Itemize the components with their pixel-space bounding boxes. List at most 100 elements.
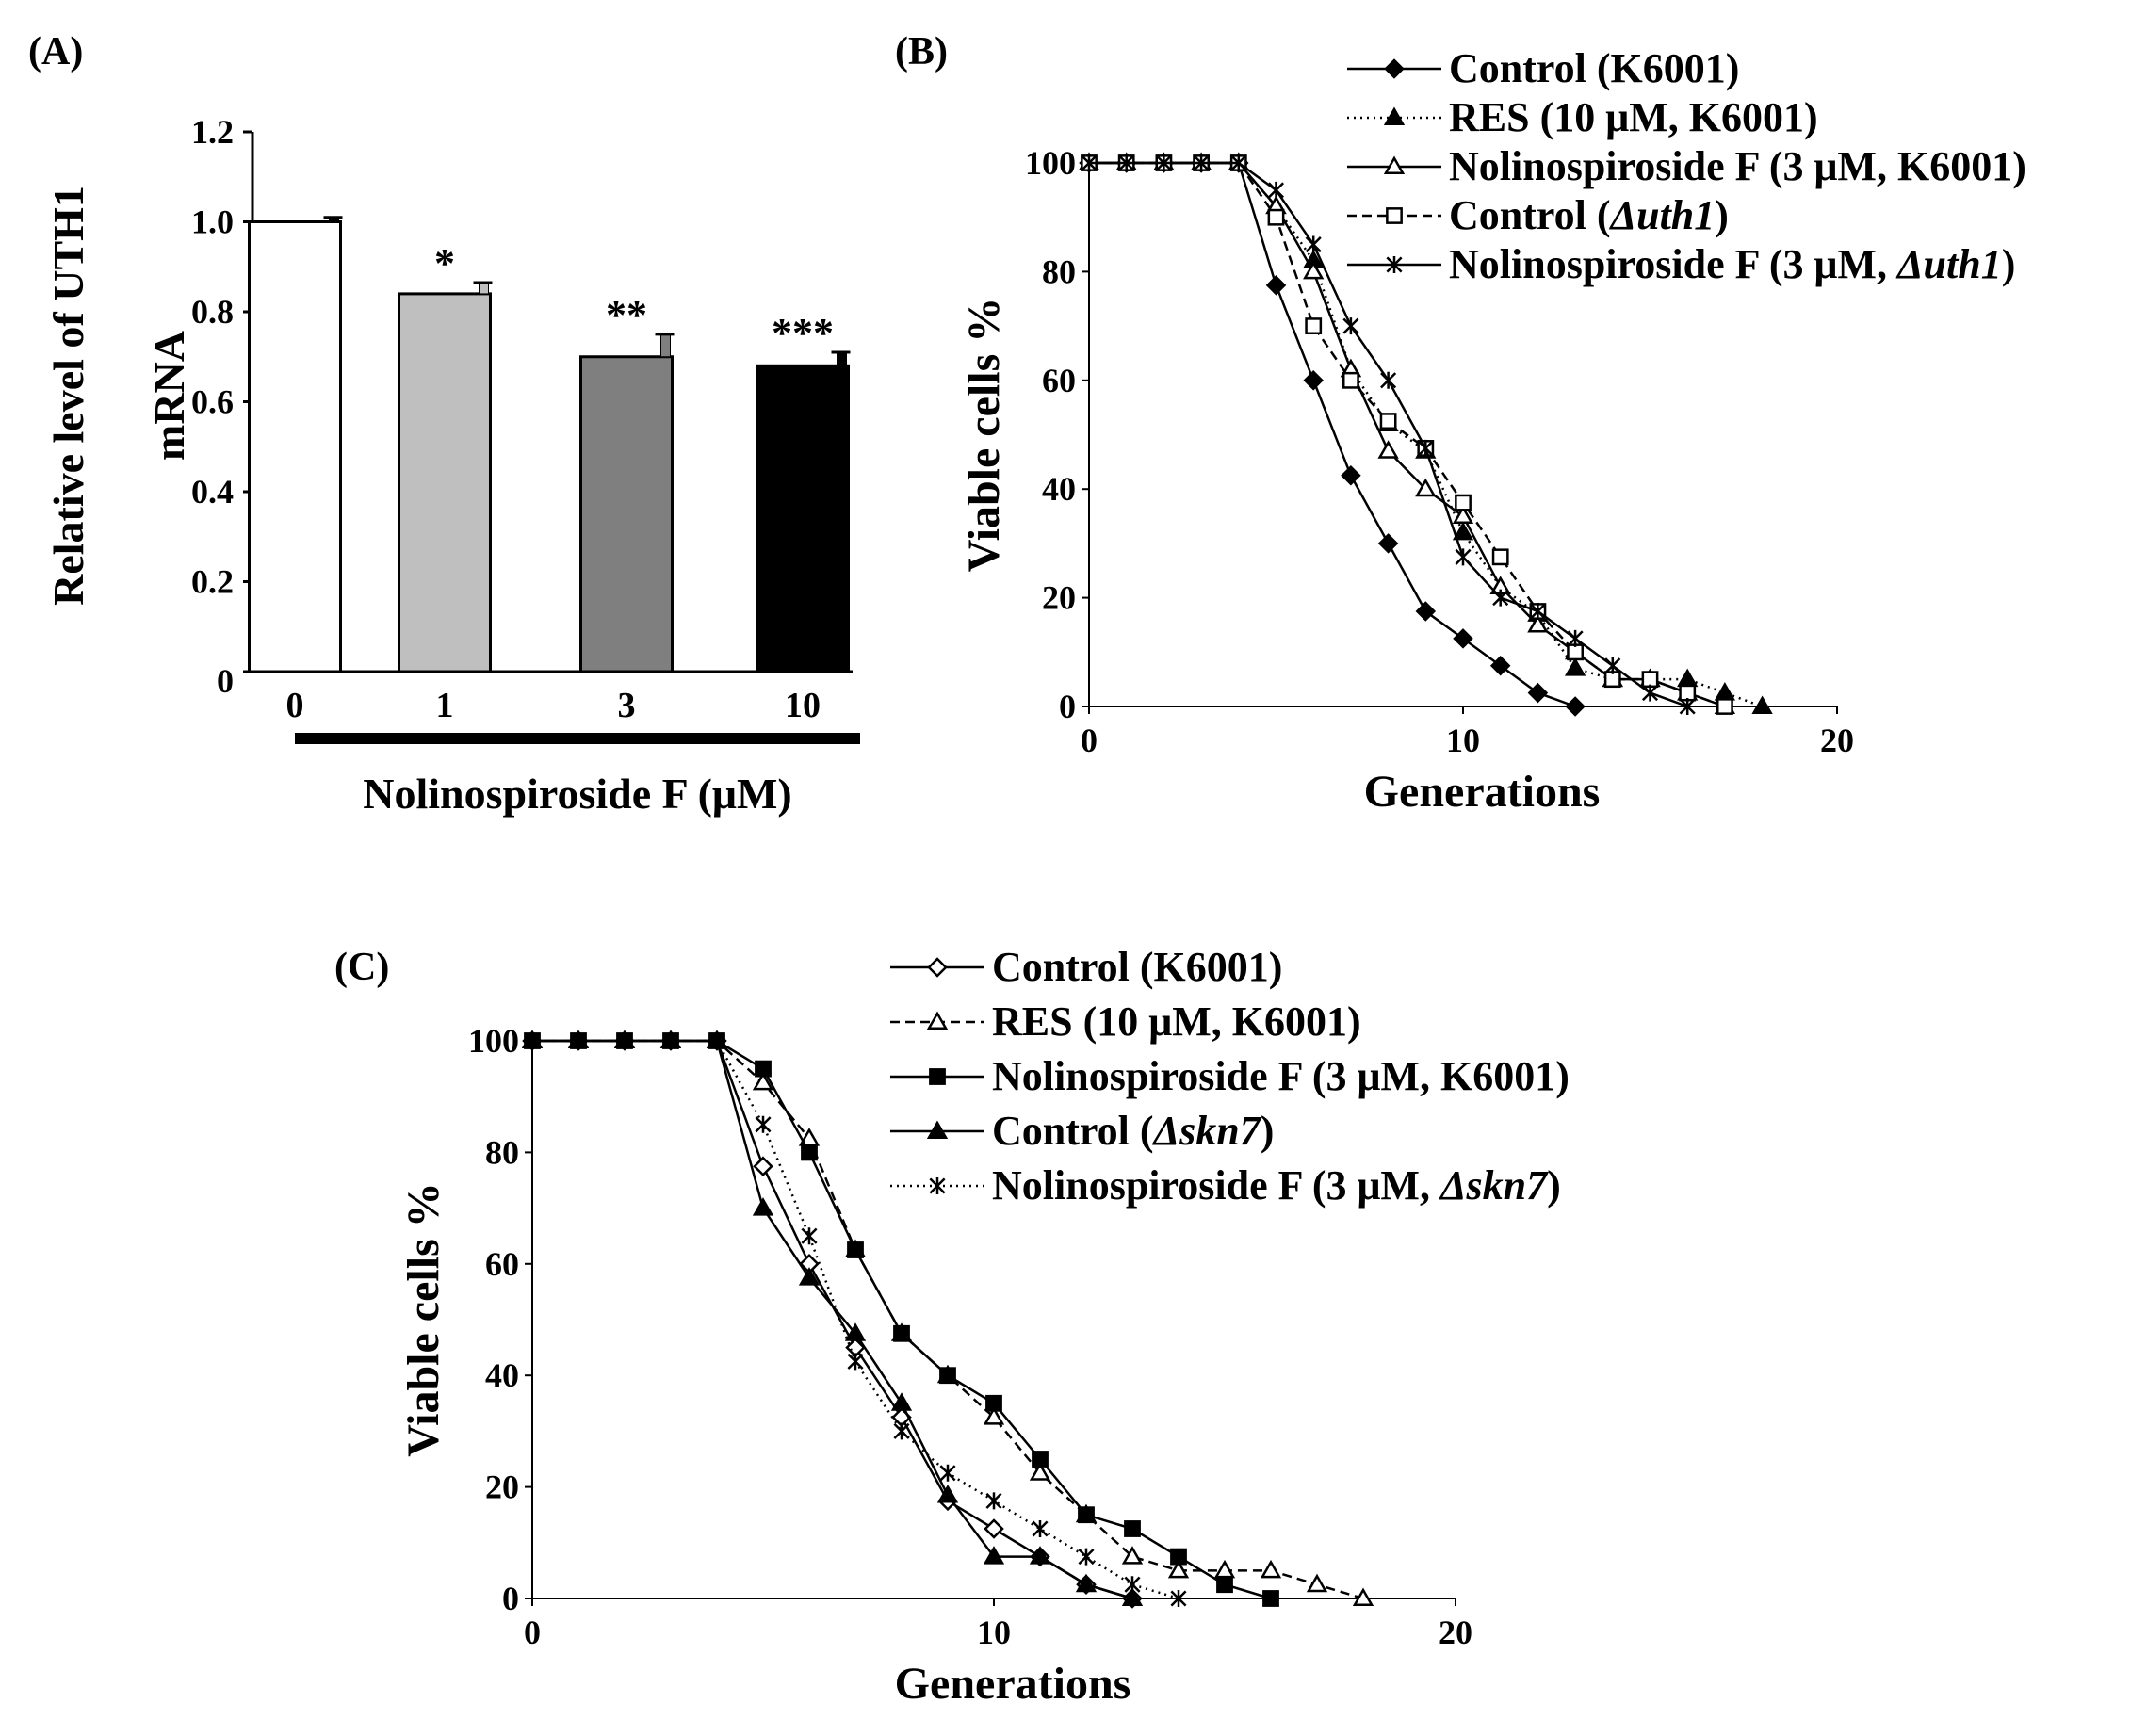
data-point — [1075, 1573, 1098, 1593]
data-point — [844, 1322, 867, 1341]
x-axis-label: Generations — [1364, 767, 1601, 817]
data-point — [1342, 317, 1359, 335]
legend-marker — [926, 1120, 949, 1139]
data-point — [1452, 505, 1474, 525]
data-point — [1216, 1576, 1233, 1594]
data-point — [1306, 1573, 1328, 1593]
y-tick-label: 100 — [1025, 144, 1076, 182]
y-tick-label: 0.6 — [191, 383, 234, 421]
data-point — [755, 1115, 772, 1133]
data-point — [1491, 548, 1509, 566]
data-point — [662, 1032, 679, 1049]
legend-marker — [929, 1068, 946, 1085]
data-point — [1603, 671, 1621, 689]
data-point — [1417, 439, 1434, 457]
data-point — [1527, 682, 1549, 704]
error-bar — [479, 282, 489, 295]
data-point — [1641, 671, 1659, 689]
data-point — [1455, 548, 1472, 566]
data-point — [1415, 478, 1437, 497]
data-point — [1751, 695, 1773, 714]
legend-label: Nolinospiroside F (3 μM, Δuth1) — [1449, 241, 2015, 287]
y-tick-label: 0 — [217, 662, 234, 700]
legend-marker — [927, 957, 948, 978]
legend-label: Nolinospiroside F (3 μM, K6001) — [1449, 143, 2026, 189]
legend-label: Control (Δuth1) — [1449, 192, 1729, 238]
data-point — [801, 1227, 818, 1245]
bar — [398, 292, 492, 673]
data-point — [798, 1267, 821, 1286]
y-tick-label: 0 — [502, 1580, 519, 1617]
bar — [579, 355, 674, 673]
data-point — [1032, 1451, 1049, 1468]
data-point — [983, 1546, 1005, 1565]
panel-label-c: (C) — [334, 946, 389, 989]
data-point — [1260, 1559, 1282, 1579]
data-point — [752, 1197, 774, 1216]
data-point — [939, 1464, 956, 1482]
data-point — [1380, 371, 1397, 389]
data-point — [1081, 154, 1098, 171]
data-point — [936, 1484, 959, 1503]
y-tick-label: 20 — [1042, 579, 1076, 617]
data-point — [708, 1032, 725, 1049]
data-point — [1193, 154, 1210, 171]
data-point — [1529, 603, 1546, 621]
panel-label-b: (B) — [895, 30, 948, 73]
legend-marker — [1386, 207, 1403, 224]
data-point — [985, 1394, 1002, 1412]
y-tick-label: 1.0 — [191, 203, 234, 241]
data-point — [1124, 1576, 1141, 1594]
data-point — [1155, 154, 1172, 171]
panel-label-a: (A) — [28, 30, 83, 73]
x-tick-label: 0 — [524, 1614, 541, 1651]
legend-marker — [1386, 256, 1403, 273]
data-point — [985, 1492, 1002, 1510]
y-tick-label: 60 — [485, 1245, 519, 1283]
y-tick-label: 0.4 — [191, 473, 234, 511]
data-point — [1415, 601, 1437, 622]
data-point — [1452, 521, 1474, 541]
y-tick-label: 0.2 — [191, 563, 234, 601]
data-point — [1029, 1546, 1051, 1565]
y-tick-label: 100 — [468, 1022, 519, 1060]
data-point — [1453, 628, 1473, 649]
data-point — [1267, 208, 1285, 226]
data-point — [1527, 613, 1549, 633]
data-point — [1305, 235, 1322, 253]
data-point — [1078, 1548, 1095, 1566]
y-tick-label: 0 — [1059, 688, 1076, 725]
legend-marker — [1383, 155, 1406, 174]
data-point — [983, 1406, 1005, 1425]
y-tick-label: 40 — [485, 1356, 519, 1394]
data-point — [939, 1367, 956, 1385]
data-point — [1305, 317, 1323, 335]
legend-marker — [1383, 106, 1406, 125]
legend-marker — [926, 1011, 949, 1030]
y-axis-label: Relative level of UTH1 — [44, 186, 92, 606]
significance-label: * — [434, 240, 455, 286]
significance-label: ** — [606, 292, 647, 338]
data-point — [1342, 371, 1359, 389]
x-category-label: 10 — [785, 686, 821, 725]
data-point — [984, 1518, 1004, 1539]
y-tick-label: 60 — [1042, 362, 1076, 399]
x-tick-label: 0 — [1081, 722, 1098, 759]
data-point — [1455, 494, 1472, 511]
panel-c-line-chart: (C) 0 20 40 60 80 100 0 10 20 Generations Viable ce… — [334, 944, 1570, 1709]
y-axis-label: Viable cells % — [959, 298, 1009, 573]
data-point — [1352, 1587, 1374, 1606]
legend-marker — [1384, 58, 1405, 79]
data-point — [752, 1071, 774, 1091]
y-tick-label: 0.8 — [191, 293, 234, 331]
data-point — [1170, 1548, 1187, 1566]
data-point — [1029, 1462, 1051, 1481]
data-point — [1604, 657, 1621, 674]
data-point — [1265, 275, 1287, 296]
data-point — [1565, 696, 1586, 717]
data-point — [1303, 260, 1325, 280]
data-point — [1124, 1520, 1141, 1537]
data-point — [1377, 440, 1399, 459]
legend-label: Nolinospiroside F (3 μM, Δskn7) — [992, 1162, 1561, 1209]
bar — [248, 220, 342, 673]
